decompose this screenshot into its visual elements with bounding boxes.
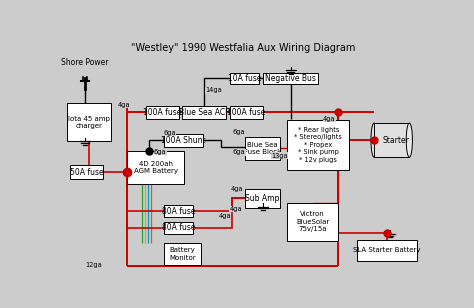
FancyBboxPatch shape — [70, 165, 103, 179]
Text: 80A fuse: 80A fuse — [162, 207, 195, 216]
FancyBboxPatch shape — [66, 103, 110, 141]
Text: Shore Power: Shore Power — [61, 58, 109, 67]
FancyBboxPatch shape — [287, 203, 338, 241]
FancyBboxPatch shape — [164, 243, 201, 265]
Text: Negative Bus: Negative Bus — [265, 74, 316, 83]
FancyBboxPatch shape — [357, 240, 418, 261]
Text: 4ga: 4ga — [229, 206, 242, 212]
Text: Starter: Starter — [383, 136, 410, 145]
Text: 4D 200ah
AGM Battery: 4D 200ah AGM Battery — [134, 161, 178, 174]
Text: Blue Sea
Fuse Block: Blue Sea Fuse Block — [244, 142, 281, 155]
Text: Battery
Monitor: Battery Monitor — [169, 247, 196, 261]
FancyBboxPatch shape — [287, 120, 349, 170]
Text: Victron
BlueSolar
75v/15a: Victron BlueSolar 75v/15a — [296, 212, 329, 233]
Text: 10A fuse: 10A fuse — [228, 74, 262, 83]
Text: Iota 45 amp
charger: Iota 45 amp charger — [68, 116, 109, 129]
FancyBboxPatch shape — [182, 106, 227, 119]
Text: 100A Shunt: 100A Shunt — [161, 136, 206, 145]
Text: 50A fuse: 50A fuse — [70, 168, 104, 177]
Text: 4ga: 4ga — [117, 102, 130, 107]
Text: 4ga: 4ga — [218, 213, 231, 219]
Text: 14ga: 14ga — [205, 87, 222, 93]
Text: SLA Starter Battery: SLA Starter Battery — [353, 247, 421, 253]
Text: 6ga: 6ga — [154, 149, 166, 155]
Text: 100A fuse: 100A fuse — [143, 108, 181, 117]
FancyBboxPatch shape — [127, 151, 184, 184]
FancyBboxPatch shape — [230, 106, 263, 119]
FancyBboxPatch shape — [245, 136, 280, 160]
Text: Sub Amp: Sub Amp — [245, 194, 279, 203]
FancyBboxPatch shape — [164, 134, 202, 147]
FancyBboxPatch shape — [164, 222, 193, 234]
FancyBboxPatch shape — [230, 72, 259, 84]
Ellipse shape — [406, 123, 412, 157]
Text: 6ga: 6ga — [163, 130, 176, 136]
Text: Blue Sea ACR: Blue Sea ACR — [179, 108, 230, 117]
Text: 6ga: 6ga — [233, 129, 246, 135]
Bar — [374, 123, 410, 157]
FancyBboxPatch shape — [263, 72, 318, 84]
Text: * Rear lights
* Stereo/lights
* Propex
* Sink pump
* 12v plugs: * Rear lights * Stereo/lights * Propex *… — [294, 127, 342, 163]
FancyBboxPatch shape — [245, 189, 280, 208]
Text: 13ga: 13ga — [271, 152, 288, 159]
FancyBboxPatch shape — [146, 106, 179, 119]
Text: 6ga: 6ga — [233, 149, 246, 156]
Ellipse shape — [371, 123, 377, 157]
Text: 80A fuse: 80A fuse — [162, 223, 195, 232]
Text: 12ga: 12ga — [86, 262, 102, 268]
FancyBboxPatch shape — [164, 205, 193, 217]
Text: 4ga: 4ga — [323, 116, 336, 122]
Text: "Westley" 1990 Westfalia Aux Wiring Diagram: "Westley" 1990 Westfalia Aux Wiring Diag… — [131, 43, 355, 53]
Text: 4ga: 4ga — [231, 186, 244, 192]
Text: 100A fuse: 100A fuse — [228, 108, 266, 117]
